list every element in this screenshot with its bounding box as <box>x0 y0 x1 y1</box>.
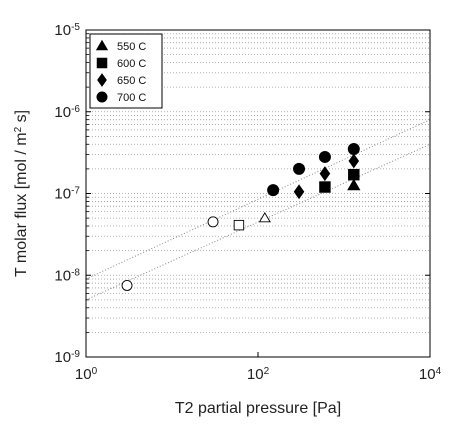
legend-marker-650-c <box>97 73 107 87</box>
y-tick-label: 10-8 <box>54 267 80 285</box>
open-circle-point <box>121 280 133 291</box>
fit-line <box>85 119 431 280</box>
data-marks <box>121 143 361 291</box>
point-700-c <box>267 184 280 197</box>
point-650-c <box>319 166 331 182</box>
open-circle-point <box>207 216 219 228</box>
x-tick-label: 104 <box>419 366 442 384</box>
y-axis-label-main: T molar flux [mol / m <box>13 132 30 277</box>
legend-label: 550 C <box>117 41 146 53</box>
fit-lines <box>85 119 431 301</box>
y-tick-label: 10-6 <box>54 103 80 121</box>
x-axis-label: T2 partial pressure [Pa] <box>175 400 341 417</box>
legend: 550 C 600 C 650 C 700 C <box>89 33 163 109</box>
point-700-c <box>293 162 306 175</box>
y-axis-label-end: s] <box>13 110 30 127</box>
point-550-c <box>347 178 361 191</box>
point-700-c <box>347 143 360 156</box>
open-triangle-point <box>258 211 271 223</box>
open-square-point <box>233 219 245 231</box>
y-axis-label-sup: 2 <box>13 126 24 132</box>
x-tick-label: 102 <box>247 366 270 384</box>
point-650-c <box>293 184 305 200</box>
point-600-c <box>348 168 360 181</box>
y-tick-label: 10-7 <box>54 185 80 203</box>
axis-ticks: 100 102 104 10-9 10-8 10-7 10-6 10-5 <box>54 22 441 384</box>
y-tick-label: 10-5 <box>54 22 80 40</box>
y-tick-label: 10-9 <box>54 349 80 367</box>
point-600-c <box>319 181 331 193</box>
legend-marker-700-c <box>96 91 108 103</box>
legend-label: 600 C <box>117 58 146 70</box>
point-650-c <box>348 153 360 169</box>
legend-label: 650 C <box>117 75 146 87</box>
point-700-c <box>318 150 331 163</box>
legend-label: 700 C <box>117 92 146 104</box>
legend-marker-600-c <box>96 57 108 69</box>
y-axis-label: T molar flux [mol / m2 s] <box>13 110 31 277</box>
x-tick-label: 100 <box>75 366 98 384</box>
legend-marker-550-c <box>95 39 109 51</box>
